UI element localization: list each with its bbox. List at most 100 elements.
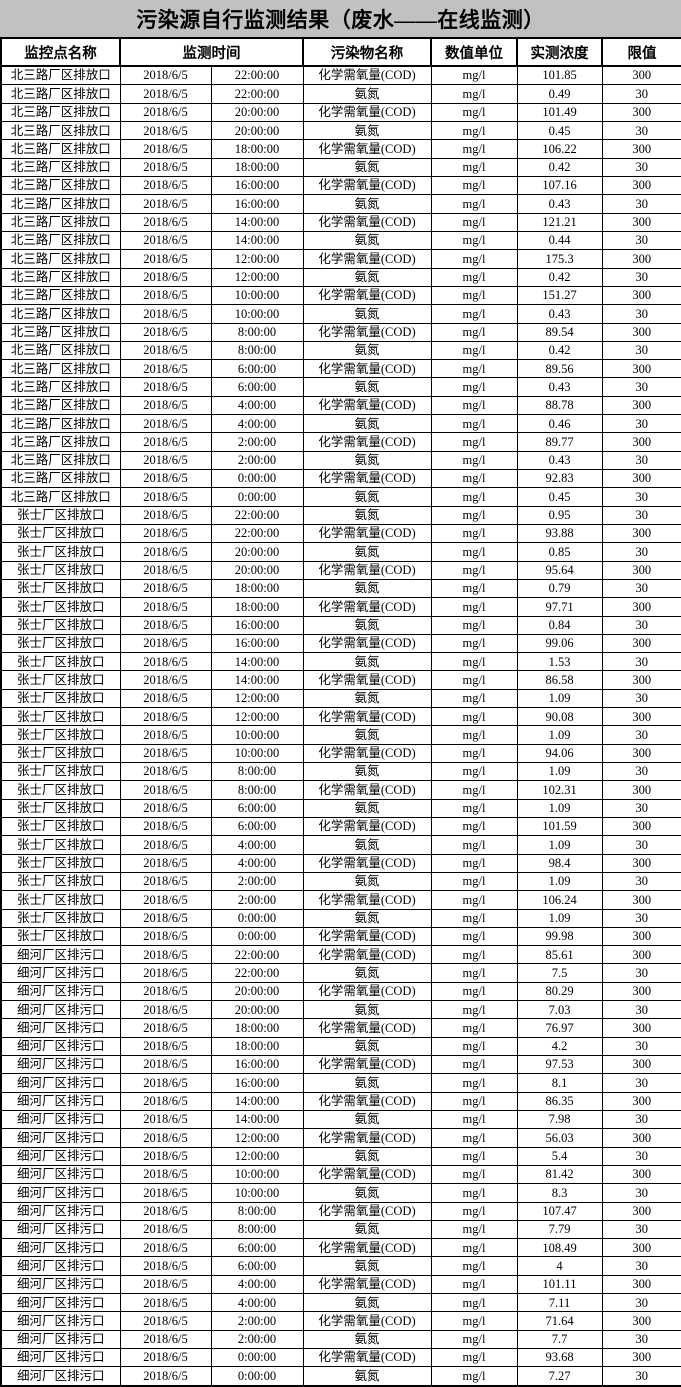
- measured-cell: 7.98: [516, 1109, 603, 1130]
- table-row: 张士厂区排放口 2018/6/5 12:00:00 氨氮 mg/l 1.09 30: [0, 688, 681, 709]
- unit-cell: mg/l: [430, 1128, 518, 1148]
- pollutant-cell: 化学需氧量(COD): [302, 945, 432, 965]
- measured-cell: 106.22: [516, 139, 603, 159]
- table-row: 北三路厂区排放口 2018/6/5 12:00:00 化学需氧量(COD) mg/l 17…: [0, 249, 681, 269]
- time-cell: 6:00:00: [210, 816, 304, 837]
- unit-cell: mg/l: [430, 359, 518, 379]
- date-cell: 2018/6/5: [119, 597, 212, 617]
- limit-cell: 300: [601, 1238, 681, 1258]
- date-cell: 2018/6/5: [119, 835, 212, 855]
- table-row: 北三路厂区排放口 2018/6/5 2:00:00 化学需氧量(COD) mg/l 89.…: [0, 432, 681, 452]
- date-cell: 2018/6/5: [119, 688, 212, 709]
- measured-cell: 108.49: [516, 1238, 603, 1258]
- station-cell: 细河厂区排污口: [0, 1348, 121, 1368]
- date-cell: 2018/6/5: [119, 780, 212, 800]
- measured-cell: 89.54: [516, 322, 603, 342]
- table-row: 北三路厂区排放口 2018/6/5 18:00:00 化学需氧量(COD) mg/l 10…: [0, 139, 681, 159]
- unit-cell: mg/l: [430, 688, 518, 709]
- table-row: 北三路厂区排放口 2018/6/5 22:00:00 氨氮 mg/l 0.49 30: [0, 84, 681, 104]
- pollutant-cell: 氨氮: [302, 340, 432, 361]
- date-cell: 2018/6/5: [119, 1366, 212, 1387]
- unit-cell: mg/l: [430, 1201, 518, 1221]
- unit-cell: mg/l: [430, 578, 518, 599]
- pollutant-cell: 化学需氧量(COD): [302, 670, 432, 690]
- pollutant-cell: 氨氮: [302, 487, 432, 507]
- date-cell: 2018/6/5: [119, 670, 212, 690]
- station-cell: 张士厂区排放口: [0, 816, 121, 837]
- table-row: 张士厂区排放口 2018/6/5 20:00:00 氨氮 mg/l 0.85 30: [0, 542, 681, 562]
- time-cell: 12:00:00: [210, 249, 304, 269]
- time-cell: 16:00:00: [210, 633, 304, 654]
- station-cell: 北三路厂区排放口: [0, 432, 121, 452]
- station-cell: 张士厂区排放口: [0, 853, 121, 873]
- unit-cell: mg/l: [430, 762, 518, 782]
- time-cell: 10:00:00: [210, 304, 304, 324]
- station-cell: 张士厂区排放口: [0, 908, 121, 928]
- unit-cell: mg/l: [430, 1164, 518, 1185]
- table-row: 张士厂区排放口 2018/6/5 14:00:00 化学需氧量(COD) mg/l 86.…: [0, 670, 681, 690]
- header-limit: 限值: [601, 37, 681, 67]
- table-row: 张士厂区排放口 2018/6/5 20:00:00 化学需氧量(COD) mg/l 95.…: [0, 560, 681, 580]
- measured-cell: 88.78: [516, 395, 603, 416]
- station-cell: 北三路厂区排放口: [0, 102, 121, 123]
- pollutant-cell: 化学需氧量(COD): [302, 139, 432, 159]
- station-cell: 张士厂区排放口: [0, 597, 121, 617]
- date-cell: 2018/6/5: [119, 633, 212, 654]
- date-cell: 2018/6/5: [119, 157, 212, 178]
- table-row: 北三路厂区排放口 2018/6/5 14:00:00 氨氮 mg/l 0.44 30: [0, 230, 681, 251]
- pollutant-cell: 氨氮: [302, 725, 432, 745]
- table-row: 北三路厂区排放口 2018/6/5 4:00:00 化学需氧量(COD) mg/l 88.…: [0, 395, 681, 416]
- station-cell: 北三路厂区排放口: [0, 469, 121, 489]
- limit-cell: 30: [601, 505, 681, 525]
- limit-cell: 30: [601, 121, 681, 141]
- date-cell: 2018/6/5: [119, 1000, 212, 1020]
- time-cell: 2:00:00: [210, 432, 304, 452]
- station-cell: 张士厂区排放口: [0, 652, 121, 672]
- station-cell: 北三路厂区排放口: [0, 84, 121, 104]
- limit-cell: 300: [601, 176, 681, 196]
- station-cell: 张士厂区排放口: [0, 707, 121, 727]
- limit-cell: 300: [601, 322, 681, 342]
- time-cell: 16:00:00: [210, 1055, 304, 1075]
- date-cell: 2018/6/5: [119, 853, 212, 873]
- limit-cell: 300: [601, 1274, 681, 1295]
- station-cell: 张士厂区排放口: [0, 688, 121, 709]
- table-row: 张士厂区排放口 2018/6/5 16:00:00 氨氮 mg/l 0.84 30: [0, 615, 681, 635]
- unit-cell: mg/l: [430, 615, 518, 635]
- limit-cell: 30: [601, 1109, 681, 1130]
- date-cell: 2018/6/5: [119, 908, 212, 928]
- limit-cell: 300: [601, 1164, 681, 1185]
- unit-cell: mg/l: [430, 890, 518, 910]
- station-cell: 张士厂区排放口: [0, 798, 121, 818]
- limit-cell: 30: [601, 450, 681, 471]
- limit-cell: 30: [601, 542, 681, 562]
- unit-cell: mg/l: [430, 450, 518, 471]
- limit-cell: 30: [601, 908, 681, 928]
- date-cell: 2018/6/5: [119, 1183, 212, 1203]
- pollutant-cell: 化学需氧量(COD): [302, 1311, 432, 1331]
- pollutant-cell: 氨氮: [302, 1036, 432, 1057]
- limit-cell: 30: [601, 194, 681, 214]
- pollutant-cell: 化学需氧量(COD): [302, 285, 432, 306]
- time-cell: 8:00:00: [210, 762, 304, 782]
- station-cell: 细河厂区排污口: [0, 1146, 121, 1166]
- table-row: 细河厂区排污口 2018/6/5 6:00:00 化学需氧量(COD) mg/l 108.…: [0, 1238, 681, 1258]
- station-cell: 细河厂区排污口: [0, 1109, 121, 1130]
- time-cell: 8:00:00: [210, 322, 304, 342]
- limit-cell: 30: [601, 963, 681, 983]
- table-row: 细河厂区排污口 2018/6/5 12:00:00 化学需氧量(COD) mg/l 56.…: [0, 1128, 681, 1148]
- station-cell: 张士厂区排放口: [0, 523, 121, 544]
- date-cell: 2018/6/5: [119, 212, 212, 232]
- measured-cell: 80.29: [516, 981, 603, 1002]
- pollutant-cell: 化学需氧量(COD): [302, 176, 432, 196]
- station-cell: 细河厂区排污口: [0, 1036, 121, 1057]
- pollutant-cell: 化学需氧量(COD): [302, 523, 432, 544]
- measured-cell: 0.43: [516, 194, 603, 214]
- unit-cell: mg/l: [430, 121, 518, 141]
- date-cell: 2018/6/5: [119, 176, 212, 196]
- limit-cell: 300: [601, 359, 681, 379]
- time-cell: 16:00:00: [210, 1073, 304, 1093]
- table-row: 张士厂区排放口 2018/6/5 2:00:00 化学需氧量(COD) mg/l 106.…: [0, 890, 681, 910]
- time-cell: 2:00:00: [210, 871, 304, 892]
- station-cell: 细河厂区排污口: [0, 1055, 121, 1075]
